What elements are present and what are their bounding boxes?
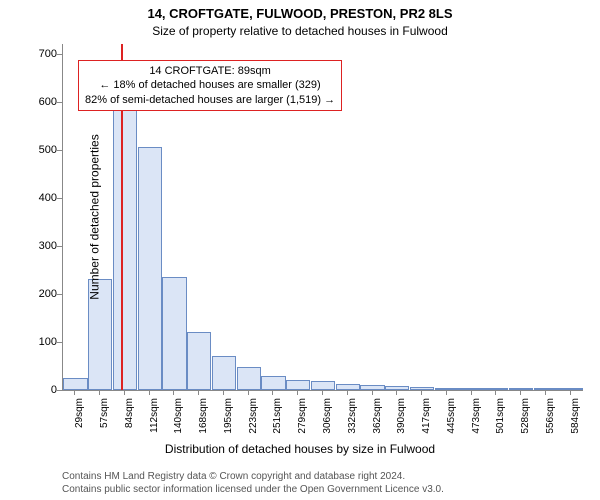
x-tick-label: 528sqm xyxy=(520,398,531,448)
x-tick-label: 195sqm xyxy=(223,398,234,448)
y-tick-label: 100 xyxy=(17,336,62,348)
x-tick-label: 584sqm xyxy=(570,398,581,448)
y-tick-label: 200 xyxy=(17,288,62,300)
histogram-bar xyxy=(534,388,558,390)
annotation-line2: ← 18% of detached houses are smaller (32… xyxy=(85,78,335,92)
y-tick-mark xyxy=(57,198,62,199)
histogram-bar xyxy=(187,332,211,390)
x-tick-mark xyxy=(198,390,199,395)
x-tick-mark xyxy=(173,390,174,395)
x-tick-mark xyxy=(124,390,125,395)
x-tick-mark xyxy=(223,390,224,395)
x-tick-mark xyxy=(446,390,447,395)
y-tick-mark xyxy=(57,102,62,103)
x-tick-label: 501sqm xyxy=(495,398,506,448)
x-tick-label: 556sqm xyxy=(545,398,556,448)
y-tick-label: 600 xyxy=(17,96,62,108)
x-tick-mark xyxy=(545,390,546,395)
x-tick-label: 29sqm xyxy=(74,398,85,448)
y-tick-mark xyxy=(57,150,62,151)
histogram-bar xyxy=(286,380,310,390)
x-tick-label: 362sqm xyxy=(372,398,383,448)
x-tick-label: 168sqm xyxy=(198,398,209,448)
y-tick-mark xyxy=(57,342,62,343)
x-tick-mark xyxy=(495,390,496,395)
y-tick-mark xyxy=(57,294,62,295)
y-tick-label: 300 xyxy=(17,240,62,252)
x-tick-label: 390sqm xyxy=(396,398,407,448)
histogram-bar xyxy=(261,376,285,390)
histogram-bar xyxy=(237,367,261,390)
footer-attribution: Contains HM Land Registry data © Crown c… xyxy=(62,470,444,496)
histogram-bar xyxy=(336,384,360,390)
y-tick-mark xyxy=(57,390,62,391)
x-tick-label: 417sqm xyxy=(421,398,432,448)
y-tick-label: 0 xyxy=(17,384,62,396)
x-tick-label: 445sqm xyxy=(446,398,457,448)
x-tick-label: 140sqm xyxy=(173,398,184,448)
footer-line2: Contains public sector information licen… xyxy=(62,483,444,496)
x-tick-mark xyxy=(471,390,472,395)
x-tick-mark xyxy=(322,390,323,395)
annotation-line3: 82% of semi-detached houses are larger (… xyxy=(85,93,335,107)
x-tick-mark xyxy=(570,390,571,395)
histogram-bar xyxy=(459,388,483,390)
x-tick-label: 57sqm xyxy=(99,398,110,448)
histogram-bar xyxy=(212,356,236,390)
y-tick-label: 500 xyxy=(17,144,62,156)
x-tick-mark xyxy=(297,390,298,395)
histogram-bar xyxy=(113,104,137,390)
x-tick-mark xyxy=(248,390,249,395)
x-tick-mark xyxy=(347,390,348,395)
x-tick-mark xyxy=(149,390,150,395)
histogram-bar xyxy=(311,381,335,390)
histogram-bar xyxy=(435,388,459,390)
x-tick-label: 473sqm xyxy=(471,398,482,448)
chart-title-line1: 14, CROFTGATE, FULWOOD, PRESTON, PR2 8LS xyxy=(0,6,600,21)
x-tick-label: 332sqm xyxy=(347,398,358,448)
chart-title-line2: Size of property relative to detached ho… xyxy=(0,24,600,38)
x-tick-mark xyxy=(396,390,397,395)
x-tick-mark xyxy=(272,390,273,395)
x-tick-mark xyxy=(421,390,422,395)
histogram-bar xyxy=(558,388,582,390)
histogram-chart: 14, CROFTGATE, FULWOOD, PRESTON, PR2 8LS… xyxy=(0,0,600,500)
x-tick-mark xyxy=(520,390,521,395)
y-tick-mark xyxy=(57,246,62,247)
x-tick-label: 279sqm xyxy=(297,398,308,448)
y-tick-label: 400 xyxy=(17,192,62,204)
x-tick-mark xyxy=(372,390,373,395)
x-tick-mark xyxy=(74,390,75,395)
x-tick-label: 223sqm xyxy=(248,398,259,448)
footer-line1: Contains HM Land Registry data © Crown c… xyxy=(62,470,444,483)
x-tick-label: 306sqm xyxy=(322,398,333,448)
histogram-bar xyxy=(162,277,186,390)
y-tick-label: 700 xyxy=(17,48,62,60)
x-tick-label: 112sqm xyxy=(149,398,160,448)
x-tick-mark xyxy=(99,390,100,395)
y-tick-mark xyxy=(57,54,62,55)
histogram-bar xyxy=(138,147,162,390)
x-tick-label: 251sqm xyxy=(272,398,283,448)
histogram-bar xyxy=(63,378,87,390)
y-axis-title: Number of detached properties xyxy=(88,134,102,299)
annotation-box: 14 CROFTGATE: 89sqm ← 18% of detached ho… xyxy=(78,60,342,111)
annotation-line1: 14 CROFTGATE: 89sqm xyxy=(85,64,335,78)
x-tick-label: 84sqm xyxy=(124,398,135,448)
